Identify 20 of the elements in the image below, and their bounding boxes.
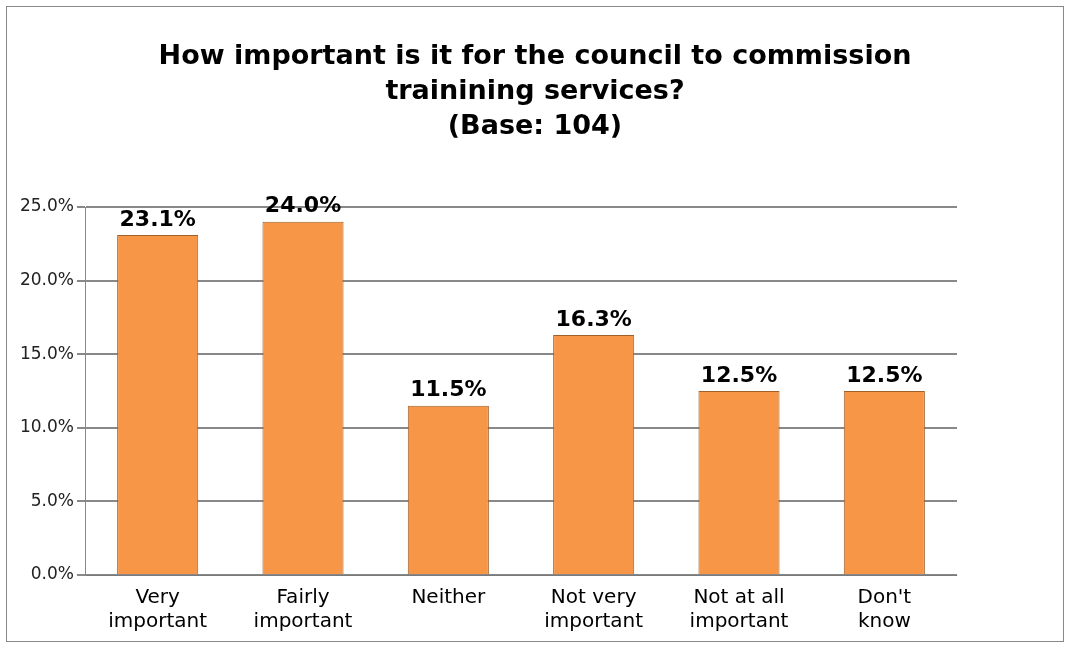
y-tick-label: 0.0% bbox=[30, 563, 74, 584]
y-tick-label: 5.0% bbox=[30, 489, 74, 510]
x-tick-label: Not at all important bbox=[689, 584, 789, 633]
data-label: 16.3% bbox=[555, 305, 632, 331]
x-tick-label: Very important bbox=[108, 584, 208, 633]
y-tick-label: 15.0% bbox=[19, 342, 74, 363]
y-tick-label: 25.0% bbox=[19, 195, 74, 216]
y-tick-label: 10.0% bbox=[19, 416, 74, 437]
x-tick-label: Don't know bbox=[857, 584, 912, 633]
data-label: 11.5% bbox=[410, 376, 487, 402]
data-label: 12.5% bbox=[700, 361, 778, 387]
chart-subtitle: (Base: 104) bbox=[446, 108, 624, 143]
y-tick-label: 20.0% bbox=[19, 269, 74, 290]
data-label: 23.1% bbox=[119, 205, 196, 231]
x-tick-label: Fairly important bbox=[253, 584, 353, 633]
x-tick-label: Neither bbox=[411, 584, 487, 609]
data-label: 24.0% bbox=[264, 192, 342, 218]
data-label: 12.5% bbox=[846, 361, 923, 387]
x-tick-label: Not very important bbox=[544, 584, 644, 633]
chart-title: How important is it for the council to commission trainining services? bbox=[157, 38, 913, 108]
